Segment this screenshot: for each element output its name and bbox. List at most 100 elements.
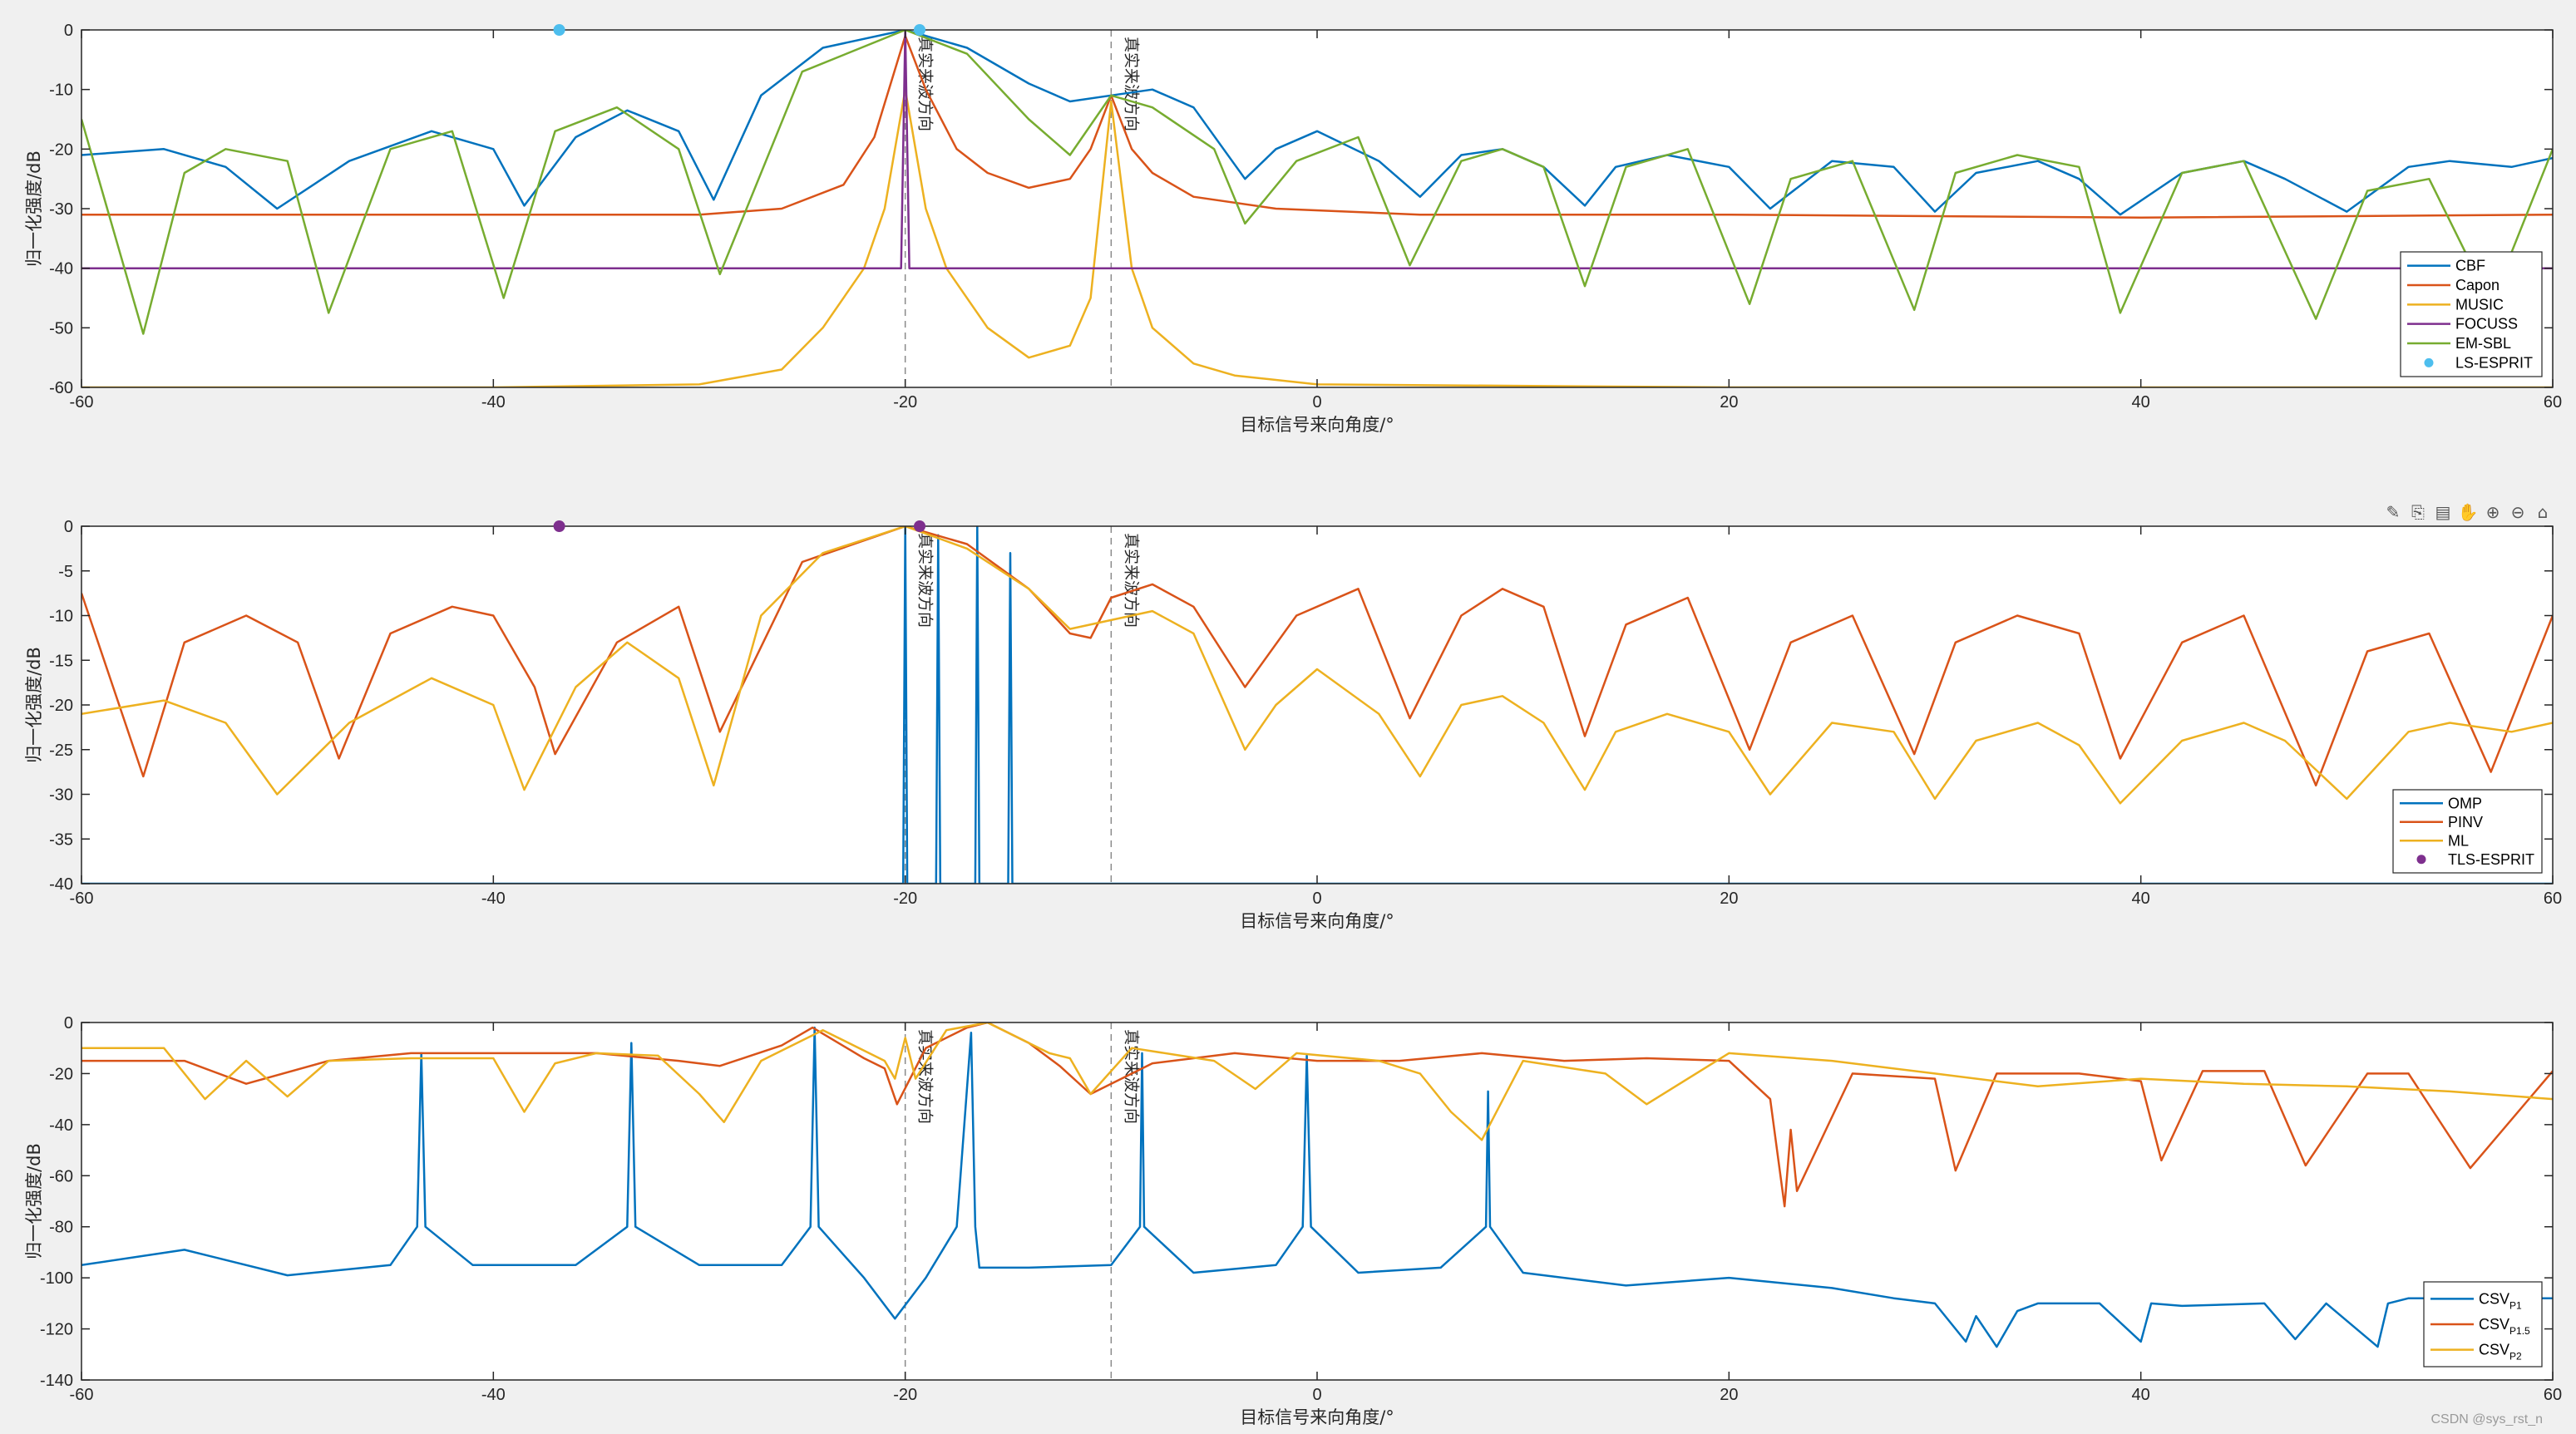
y-tick-label: -30 xyxy=(49,786,73,805)
series-ls-esprit-point xyxy=(553,24,565,36)
series-group xyxy=(81,526,2553,884)
x-tick-label: 60 xyxy=(2544,393,2562,411)
annotation-label: 真实来波方向 xyxy=(1122,533,1140,628)
x-axis-label: 目标信号来向角度/° xyxy=(1240,1407,1394,1427)
legend-entry: MUSIC xyxy=(2455,296,2504,313)
y-tick-label: -20 xyxy=(49,1065,73,1083)
y-tick-label: -40 xyxy=(49,260,73,278)
x-axis-label: 目标信号来向角度/° xyxy=(1240,415,1394,435)
series-pinv-line xyxy=(81,526,2553,787)
pan-icon[interactable]: ✋ xyxy=(2457,502,2479,522)
legend-subscript: P2 xyxy=(2509,1351,2522,1363)
y-tick-label: -100 xyxy=(40,1269,73,1288)
legend-entry: TLS-ESPRIT xyxy=(2448,851,2534,868)
y-tick-label: -50 xyxy=(49,319,73,338)
x-axis-label: 目标信号来向角度/° xyxy=(1240,911,1394,931)
legend-marker xyxy=(2424,357,2434,367)
y-tick-label: -5 xyxy=(58,563,73,581)
legend: OMP PINV ML TLS-ESPRIT xyxy=(2392,789,2543,874)
legend-entry: EM-SBL xyxy=(2455,335,2511,352)
export-icon[interactable]: ▤ xyxy=(2435,502,2451,522)
legend: CBF Capon MUSIC FOCUSS EM-SBL LS-ESPRIT xyxy=(2400,251,2543,377)
legend-entry: OMP xyxy=(2448,795,2482,811)
watermark: CSDN @sys_rst_n xyxy=(2430,1412,2544,1427)
x-tick-label: -20 xyxy=(893,1386,917,1404)
x-tick-label: -60 xyxy=(70,393,94,411)
series-tls-esprit-point xyxy=(914,520,926,532)
series-capon-line xyxy=(81,34,2553,219)
series-csvp1-5-line xyxy=(81,1023,2553,1208)
y-tick-label: -10 xyxy=(49,81,73,100)
series-cbf-line xyxy=(81,30,2553,216)
y-axis-label: 归一化强度/dB xyxy=(24,647,44,763)
x-tick-label: -40 xyxy=(481,889,506,908)
legend-entry: ML xyxy=(2448,832,2469,849)
datatip-icon[interactable]: ⎘ xyxy=(2411,502,2425,522)
legend-subscript: P1.5 xyxy=(2509,1325,2530,1337)
y-tick-label: -20 xyxy=(49,140,73,159)
x-tick-label: 20 xyxy=(1720,393,1738,411)
x-tick-label: 60 xyxy=(2544,1386,2562,1404)
chart-panel-1: 真实来波方向 真实来波方向 -60 -40 -20 0 20 40 60 0 -10 -20 -30 -4… xyxy=(24,22,2562,435)
legend-entry: CBF xyxy=(2455,258,2485,274)
plot-area xyxy=(81,1023,2553,1380)
legend-box xyxy=(2400,251,2543,377)
series-music-line xyxy=(81,88,2553,387)
x-tick-label: 20 xyxy=(1720,1386,1738,1404)
y-tick-label: -120 xyxy=(40,1321,73,1339)
series-group xyxy=(81,1023,2553,1348)
y-tick-label: -60 xyxy=(49,1167,73,1185)
series-focuss-line xyxy=(81,30,2553,269)
annotation-label: 真实来波方向 xyxy=(916,533,935,628)
series-csvp2-line xyxy=(81,1023,2553,1141)
legend-entry: LS-ESPRIT xyxy=(2455,354,2533,371)
zoom-out-icon[interactable]: ⊖ xyxy=(2510,502,2525,522)
y-axis-label: 归一化强度/dB xyxy=(24,150,44,267)
x-tick-label: 40 xyxy=(2132,393,2150,411)
y-tick-label: -15 xyxy=(49,652,73,670)
x-tick-label: 0 xyxy=(1312,393,1321,411)
x-tick-label: -20 xyxy=(893,393,917,411)
series-omp-line xyxy=(81,526,2553,884)
zoom-in-icon[interactable]: ⊕ xyxy=(2485,502,2500,522)
legend-subscript: P1 xyxy=(2509,1299,2522,1311)
annotation-label: 真实来波方向 xyxy=(916,1029,935,1124)
y-tick-label: 0 xyxy=(64,518,73,536)
legend-entry: FOCUSS xyxy=(2455,316,2518,333)
brush-icon[interactable]: ✎ xyxy=(2386,502,2401,522)
series-ml-line xyxy=(81,526,2553,805)
x-tick-label: 40 xyxy=(2132,889,2150,908)
series-csvp1-line xyxy=(81,1026,2553,1348)
annotation-label: 真实来波方向 xyxy=(916,37,935,131)
y-tick-label: 0 xyxy=(64,1014,73,1032)
plot-area xyxy=(81,526,2553,884)
x-tick-label: 40 xyxy=(2132,1386,2150,1404)
legend-entry: PINV xyxy=(2448,814,2483,830)
legend-entry: Capon xyxy=(2455,277,2500,293)
x-tick-label: 0 xyxy=(1312,889,1321,908)
y-tick-label: -40 xyxy=(49,875,73,894)
series-group xyxy=(81,30,2553,387)
series-tls-esprit-point xyxy=(553,520,565,532)
y-tick-label: -10 xyxy=(49,608,73,626)
y-tick-label: -40 xyxy=(49,1116,73,1135)
chart-panel-3: 真实来波方向 真实来波方向-60 -40 -20 0 20 40 600-20-40-60-8… xyxy=(24,1014,2562,1427)
series-em-sbl-line xyxy=(81,30,2553,335)
x-tick-label: 20 xyxy=(1720,889,1738,908)
chart-panel-2: 真实来波方向 真实来波方向-60 -40 -20 0 20 40 600-5-10-15-20… xyxy=(24,518,2562,931)
plot-area xyxy=(81,30,2553,387)
y-tick-label: 0 xyxy=(64,22,73,40)
y-tick-label: -140 xyxy=(40,1372,73,1390)
y-tick-label: -80 xyxy=(49,1219,73,1237)
y-tick-label: -30 xyxy=(49,200,73,219)
x-tick-label: -20 xyxy=(893,889,917,908)
series-ls-esprit-point xyxy=(914,24,926,36)
home-icon[interactable]: ⌂ xyxy=(2537,502,2549,522)
annotation-label: 真实来波方向 xyxy=(1122,37,1140,131)
x-tick-label: -40 xyxy=(481,1386,506,1404)
y-tick-label: -60 xyxy=(49,379,73,397)
y-tick-label: -20 xyxy=(49,697,73,715)
x-tick-label: 60 xyxy=(2544,889,2562,908)
